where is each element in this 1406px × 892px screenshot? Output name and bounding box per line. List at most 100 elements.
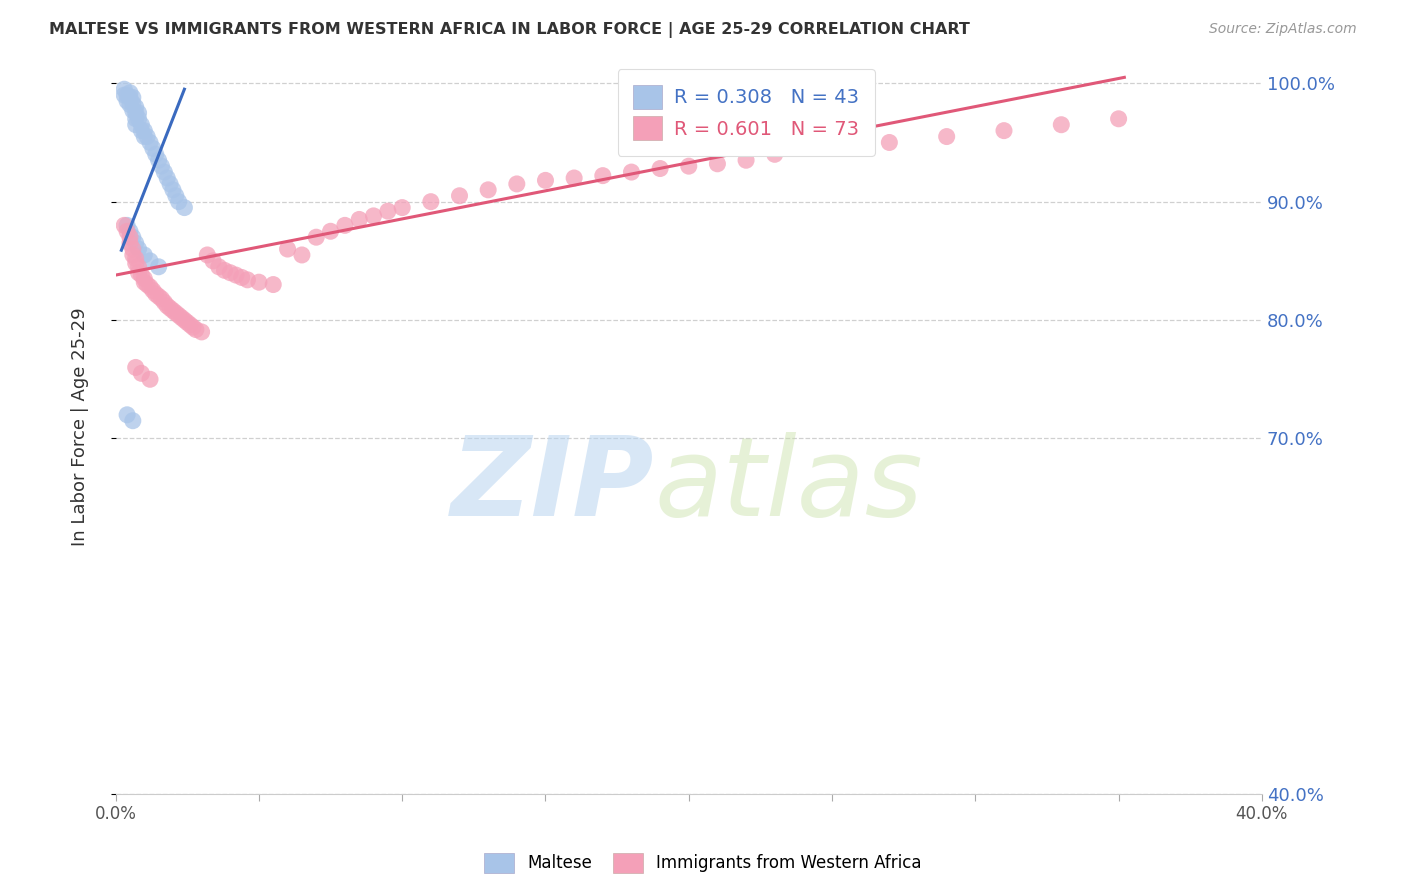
Point: [125, 100, 148, 114]
Point: [118, 236, 141, 251]
Point: [121, 248, 143, 262]
Point: [305, 230, 328, 244]
Point: [231, 270, 253, 285]
Point: [333, 219, 356, 233]
Legend: R = 0.308   N = 43, R = 0.601   N = 73: R = 0.308 N = 43, R = 0.601 N = 73: [617, 70, 875, 156]
Point: [506, 177, 529, 191]
Point: [139, 280, 162, 294]
Text: Source: ZipAtlas.com: Source: ZipAtlas.com: [1209, 22, 1357, 37]
Point: [477, 183, 499, 197]
Point: [167, 194, 190, 209]
Point: [291, 248, 314, 262]
Point: [136, 277, 159, 292]
Point: [620, 165, 643, 179]
Point: [678, 159, 700, 173]
Point: [125, 118, 148, 132]
Point: [134, 275, 156, 289]
Legend: Maltese, Immigrants from Western Africa: Maltese, Immigrants from Western Africa: [478, 847, 928, 880]
Point: [125, 106, 148, 120]
Point: [115, 94, 138, 108]
Point: [165, 306, 187, 320]
Point: [167, 309, 190, 323]
Point: [121, 103, 143, 118]
Point: [170, 310, 193, 325]
Point: [277, 242, 299, 256]
Point: [173, 201, 195, 215]
Point: [735, 153, 758, 168]
Point: [128, 112, 150, 126]
Point: [134, 123, 156, 137]
Point: [156, 299, 179, 313]
Point: [391, 201, 413, 215]
Point: [165, 188, 187, 202]
Point: [121, 96, 143, 111]
Point: [153, 165, 176, 179]
Point: [131, 268, 153, 282]
Point: [225, 268, 247, 282]
Point: [134, 129, 156, 144]
Text: atlas: atlas: [654, 432, 922, 539]
Point: [125, 112, 148, 126]
Point: [128, 260, 150, 274]
Point: [449, 188, 471, 202]
Point: [118, 230, 141, 244]
Point: [134, 271, 156, 285]
Point: [142, 284, 165, 298]
Point: [121, 230, 143, 244]
Point: [347, 212, 370, 227]
Point: [128, 106, 150, 120]
Point: [121, 90, 143, 104]
Point: [115, 88, 138, 103]
Y-axis label: In Labor Force | Age 25-29: In Labor Force | Age 25-29: [72, 308, 89, 546]
Point: [112, 82, 135, 96]
Point: [236, 273, 259, 287]
Point: [153, 295, 176, 310]
Point: [363, 209, 385, 223]
Point: [148, 289, 170, 303]
Point: [319, 224, 342, 238]
Point: [131, 123, 153, 137]
Point: [145, 287, 167, 301]
Point: [148, 153, 170, 168]
Point: [139, 253, 162, 268]
Point: [176, 315, 198, 329]
Point: [162, 303, 184, 318]
Point: [592, 169, 614, 183]
Point: [112, 219, 135, 233]
Point: [139, 372, 162, 386]
Point: [202, 253, 225, 268]
Point: [879, 136, 901, 150]
Point: [156, 171, 179, 186]
Point: [377, 204, 399, 219]
Point: [935, 129, 957, 144]
Point: [115, 224, 138, 238]
Point: [173, 313, 195, 327]
Point: [179, 318, 201, 332]
Point: [118, 97, 141, 112]
Point: [150, 292, 173, 306]
Point: [118, 224, 141, 238]
Point: [247, 275, 270, 289]
Point: [648, 161, 671, 176]
Point: [159, 301, 181, 316]
Point: [145, 147, 167, 161]
Point: [214, 263, 236, 277]
Point: [125, 256, 148, 270]
Point: [534, 173, 557, 187]
Point: [136, 129, 159, 144]
Point: [112, 88, 135, 103]
Point: [150, 159, 173, 173]
Point: [125, 360, 148, 375]
Point: [159, 177, 181, 191]
Point: [121, 242, 143, 256]
Point: [562, 171, 585, 186]
Point: [115, 408, 138, 422]
Point: [190, 325, 212, 339]
Point: [763, 147, 786, 161]
Point: [162, 183, 184, 197]
Point: [128, 266, 150, 280]
Point: [121, 414, 143, 428]
Point: [118, 90, 141, 104]
Point: [139, 136, 162, 150]
Point: [993, 123, 1015, 137]
